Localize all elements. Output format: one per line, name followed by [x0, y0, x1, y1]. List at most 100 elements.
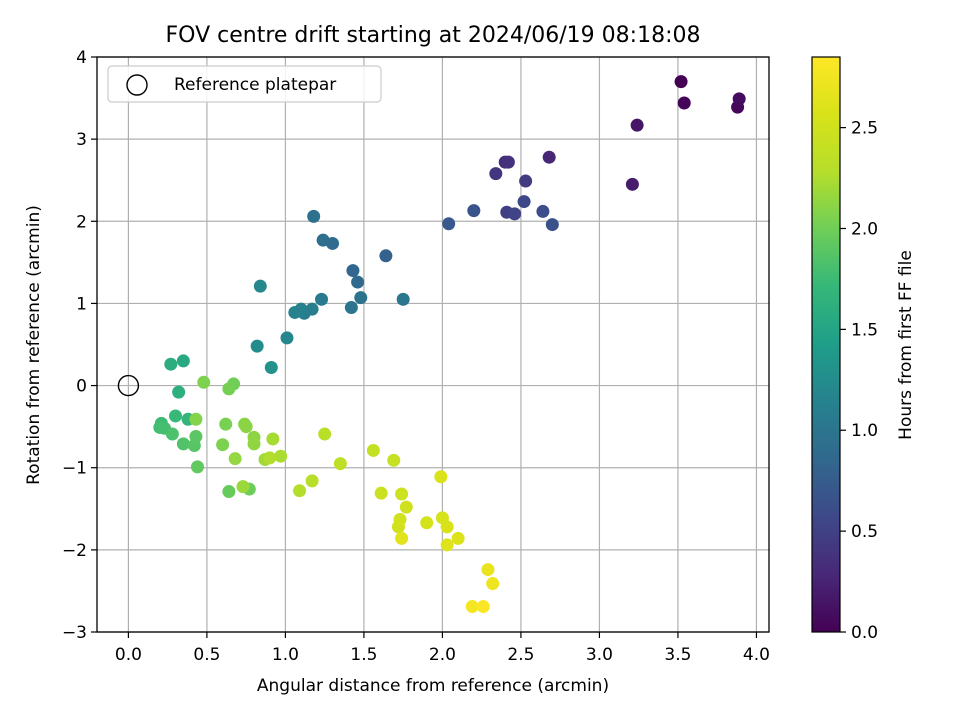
plot-frame	[96, 56, 770, 633]
data-point	[216, 438, 230, 452]
data-point	[630, 118, 644, 132]
y-tick-label: 2	[76, 212, 87, 232]
data-point	[440, 520, 454, 534]
colorbar-tick-label: 0.5	[851, 522, 878, 542]
y-axis-label: Rotation from reference (arcmin)	[24, 205, 44, 485]
data-point	[465, 600, 479, 614]
legend-marker	[126, 74, 148, 96]
data-point	[517, 195, 531, 209]
x-tick-label: 4.0	[743, 645, 770, 665]
data-point	[674, 75, 688, 89]
data-point	[374, 486, 388, 500]
legend-entry: Reference platepar	[174, 75, 336, 95]
data-point	[264, 361, 278, 374]
data-point	[536, 204, 550, 218]
data-point	[391, 520, 405, 534]
x-tick-label: 0.0	[115, 645, 142, 665]
colorbar-ticks: 0.0 0.5 1.0 1.5 2.0 2.5	[840, 119, 878, 643]
data-point	[172, 385, 186, 399]
data-point	[316, 233, 330, 247]
data-point	[489, 167, 503, 181]
data-point	[333, 457, 347, 471]
colorbar-tick-label: 0.0	[851, 623, 878, 643]
data-point	[307, 209, 321, 223]
data-point	[176, 354, 190, 368]
data-point	[250, 339, 264, 353]
colorbar-frame	[811, 56, 841, 633]
data-point	[189, 430, 203, 443]
data-point	[344, 301, 358, 315]
data-point	[222, 382, 236, 396]
data-point	[395, 531, 409, 545]
y-tick-label: 4	[76, 48, 87, 68]
colorbar-tick-label: 1.0	[851, 421, 878, 441]
data-point	[280, 331, 294, 345]
data-point	[266, 432, 280, 446]
data-points	[117, 75, 746, 614]
data-point	[519, 174, 533, 188]
data-point	[395, 487, 409, 501]
data-point	[228, 452, 242, 466]
colorbar: 0.0 0.5 1.0 1.5 2.0 2.5 Hours from first FF f…	[811, 56, 916, 643]
y-axis-ticks: −3 −2 −1 0 1 2 3 4	[62, 48, 97, 643]
data-point	[440, 538, 454, 552]
data-point	[165, 427, 179, 441]
x-tick-label: 2.0	[429, 645, 456, 665]
data-point	[476, 600, 490, 614]
x-tick-label: 3.0	[586, 645, 613, 665]
data-point	[318, 427, 332, 441]
colorbar-tick-label: 2.0	[851, 219, 878, 239]
x-tick-label: 3.5	[664, 645, 691, 665]
y-tick-label: −1	[62, 459, 87, 479]
data-point	[169, 409, 183, 423]
data-point	[288, 305, 302, 319]
data-point	[305, 474, 319, 488]
data-point	[625, 177, 639, 191]
data-point	[293, 484, 307, 498]
data-point	[366, 443, 380, 457]
colorbar-tick-label: 2.5	[851, 119, 878, 139]
data-point	[253, 279, 267, 293]
colorbar-gradient	[812, 57, 840, 632]
colorbar-label: Hours from first FF file	[896, 250, 916, 440]
reference-platepar-point	[117, 374, 140, 397]
data-point	[379, 249, 393, 263]
data-point	[315, 292, 329, 306]
data-point	[354, 291, 368, 305]
x-tick-label: 1.5	[350, 645, 377, 665]
data-point	[732, 92, 746, 106]
y-tick-label: −2	[62, 541, 87, 561]
data-point	[434, 470, 448, 484]
data-point	[263, 451, 277, 465]
y-tick-label: 0	[76, 377, 87, 397]
colorbar-tick-label: 1.5	[851, 320, 878, 340]
data-point	[399, 500, 413, 514]
data-point	[508, 207, 522, 221]
data-point	[481, 563, 495, 577]
data-point	[501, 155, 515, 169]
chart-title: FOV centre drift starting at 2024/06/19 …	[166, 23, 701, 48]
data-point	[442, 217, 456, 231]
x-axis-label: Angular distance from reference (arcmin)	[257, 676, 609, 696]
data-point	[351, 275, 365, 289]
data-point	[420, 516, 434, 530]
legend: Reference platepar	[107, 65, 382, 103]
data-point	[346, 264, 360, 278]
y-tick-label: 1	[76, 294, 87, 314]
data-point	[545, 218, 559, 232]
data-point	[239, 420, 253, 434]
legend-box	[107, 65, 382, 103]
data-point	[197, 375, 211, 389]
data-point	[451, 531, 465, 545]
data-point	[176, 437, 190, 451]
data-point	[236, 480, 250, 494]
data-point	[222, 485, 236, 499]
data-point	[677, 96, 691, 110]
x-tick-label: 1.0	[272, 645, 299, 665]
data-point	[219, 417, 233, 431]
data-point	[190, 460, 204, 474]
data-point	[164, 357, 178, 371]
x-axis-ticks: 0.0 0.5 1.0 1.5 2.0 2.5 3.0 3.5 4.0	[115, 632, 770, 665]
data-point	[189, 412, 203, 426]
